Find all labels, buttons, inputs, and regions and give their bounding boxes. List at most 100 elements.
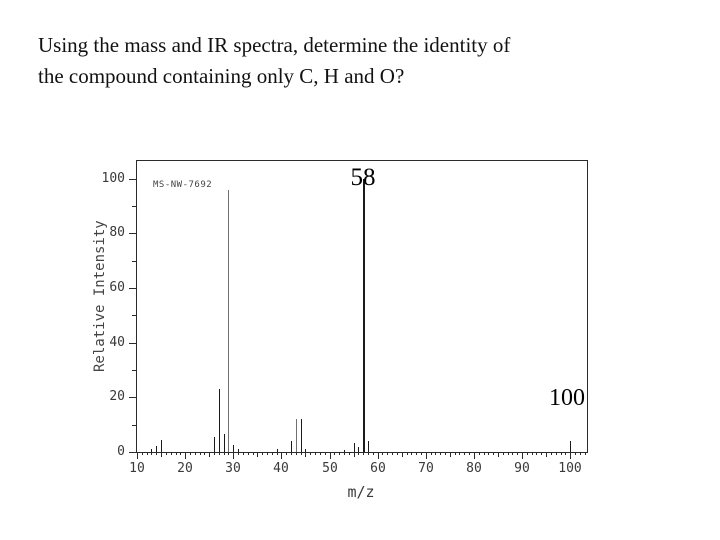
x-tick <box>561 452 562 455</box>
x-tick <box>354 452 355 457</box>
x-tick <box>397 452 398 455</box>
x-tick <box>305 452 306 457</box>
spectrum-peak-mz-44 <box>301 419 302 452</box>
x-tick <box>498 452 499 457</box>
x-tick-label: 30 <box>225 461 241 476</box>
x-tick <box>479 452 480 455</box>
y-tick <box>132 206 136 207</box>
x-tick <box>272 452 273 455</box>
x-tick <box>137 452 138 459</box>
x-tick <box>286 452 287 455</box>
spectrum-peak-mz-56 <box>358 447 359 452</box>
y-tick <box>132 425 136 426</box>
x-tick <box>402 452 403 457</box>
x-tick <box>310 452 311 455</box>
x-tick <box>171 452 172 455</box>
x-tick <box>277 452 278 455</box>
x-tick <box>565 452 566 455</box>
question-line-1: Using the mass and IR spectra, determine… <box>38 33 511 57</box>
x-tick <box>585 452 586 455</box>
x-tick <box>580 452 581 455</box>
spectrum-peak-mz-27 <box>219 389 220 452</box>
x-tick <box>484 452 485 455</box>
y-tick <box>129 179 136 180</box>
x-tick <box>200 452 201 455</box>
x-tick <box>330 452 331 459</box>
spectrum-peak-mz-14 <box>156 446 157 452</box>
x-tick <box>161 452 162 457</box>
x-tick <box>224 452 225 455</box>
x-tick <box>474 452 475 459</box>
x-tick-label: 50 <box>322 461 338 476</box>
x-tick <box>556 452 557 455</box>
spectrum-peak-mz-57 <box>363 179 365 452</box>
x-tick <box>334 452 335 455</box>
x-axis-title: m/z <box>347 483 375 501</box>
x-tick <box>508 452 509 455</box>
y-tick-label: 60 <box>109 280 125 295</box>
x-tick <box>253 452 254 455</box>
y-tick <box>132 261 136 262</box>
y-tick <box>129 343 136 344</box>
x-tick-label: 60 <box>370 461 386 476</box>
x-tick <box>363 452 364 455</box>
question-line-2: the compound containing only C, H and O? <box>38 64 405 88</box>
x-tick <box>493 452 494 455</box>
x-tick <box>281 452 282 459</box>
y-tick <box>129 397 136 398</box>
x-tick <box>426 452 427 459</box>
y-tick-label: 40 <box>109 335 125 350</box>
x-tick <box>233 452 234 459</box>
x-tick-label: 10 <box>129 461 145 476</box>
x-tick <box>315 452 316 455</box>
x-tick <box>387 452 388 455</box>
x-tick <box>344 452 345 455</box>
x-tick <box>546 452 547 457</box>
x-tick <box>320 452 321 455</box>
peak-annotation-58: 58 <box>350 164 376 191</box>
spectrum-peak-mz-26 <box>214 437 215 452</box>
x-tick <box>551 452 552 455</box>
x-tick <box>151 452 152 455</box>
x-tick <box>358 452 359 455</box>
x-tick <box>469 452 470 455</box>
x-tick <box>214 452 215 455</box>
spectrum-peak-mz-58 <box>368 441 369 452</box>
x-tick <box>368 452 369 455</box>
spectrum-peak-mz-43 <box>296 419 297 452</box>
x-tick <box>440 452 441 455</box>
x-tick <box>190 452 191 455</box>
x-tick <box>431 452 432 455</box>
y-tick-label: 20 <box>109 389 125 404</box>
x-tick <box>503 452 504 455</box>
spectrum-peak-mz-55 <box>354 443 355 452</box>
x-tick <box>541 452 542 455</box>
y-tick-label: 100 <box>101 171 125 186</box>
x-tick-label: 80 <box>466 461 482 476</box>
x-tick <box>532 452 533 455</box>
x-tick <box>435 452 436 455</box>
x-tick-label: 90 <box>514 461 530 476</box>
x-tick <box>411 452 412 455</box>
x-tick <box>450 452 451 457</box>
x-tick <box>166 452 167 455</box>
spectrum-peak-mz-28 <box>224 434 225 452</box>
x-tick <box>262 452 263 455</box>
x-tick-label: 70 <box>418 461 434 476</box>
spectrum-peak-mz-13 <box>151 449 152 452</box>
spectrum-peak-mz-39 <box>277 449 278 452</box>
x-tick <box>296 452 297 455</box>
x-tick <box>536 452 537 455</box>
x-tick-label: 20 <box>177 461 193 476</box>
spectrum-peak-mz-29 <box>228 190 229 452</box>
x-tick <box>570 452 571 459</box>
x-tick <box>248 452 249 455</box>
x-tick <box>407 452 408 455</box>
x-tick <box>349 452 350 455</box>
spectrum-peak-mz-53 <box>344 450 345 452</box>
y-tick <box>129 452 136 453</box>
x-tick <box>392 452 393 455</box>
x-tick <box>373 452 374 455</box>
x-tick <box>301 452 302 455</box>
